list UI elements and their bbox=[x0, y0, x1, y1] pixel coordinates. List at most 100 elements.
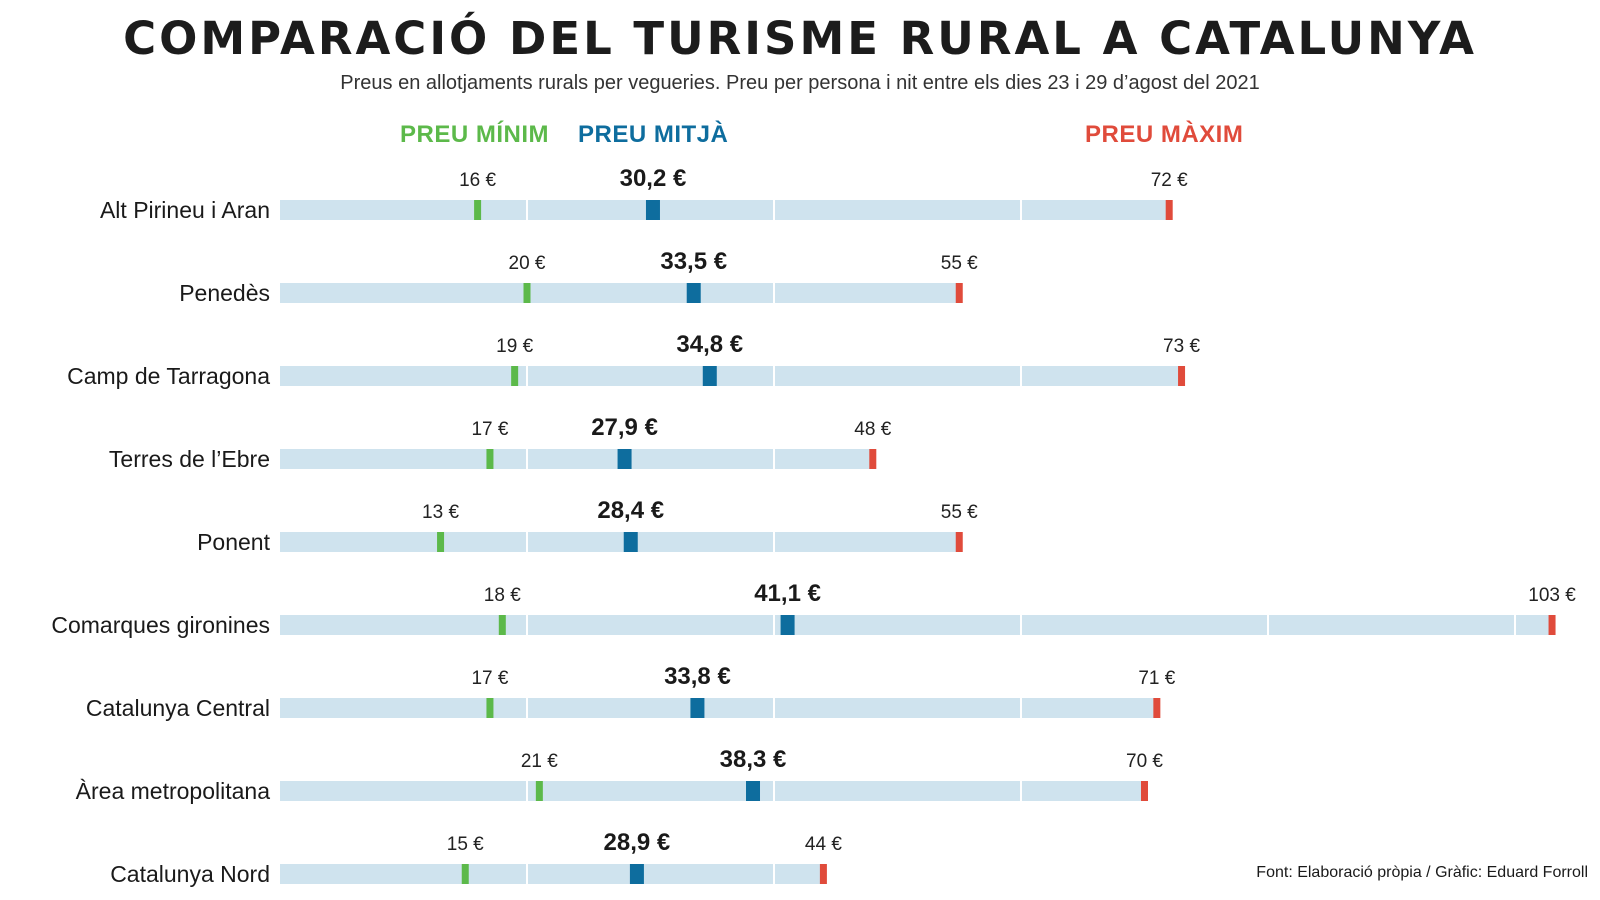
min-value-label: 17 € bbox=[471, 419, 508, 440]
range-track bbox=[280, 698, 1157, 718]
avg-marker bbox=[617, 449, 632, 469]
legend-max: PREU MÀXIM bbox=[1085, 121, 1244, 148]
max-value-label: 72 € bbox=[1151, 170, 1188, 191]
max-marker bbox=[869, 449, 877, 469]
gridline-divider bbox=[773, 864, 775, 884]
avg-marker bbox=[780, 615, 795, 635]
gridline-divider bbox=[526, 864, 528, 884]
gridline-divider bbox=[1020, 366, 1022, 386]
min-value-label: 20 € bbox=[509, 253, 546, 274]
avg-value-label: 28,4 € bbox=[597, 497, 664, 524]
min-marker bbox=[486, 698, 494, 718]
max-value-label: 44 € bbox=[805, 834, 842, 855]
min-marker bbox=[535, 781, 543, 801]
avg-value-label: 30,2 € bbox=[620, 165, 687, 192]
range-track bbox=[280, 366, 1182, 386]
max-value-label: 73 € bbox=[1163, 336, 1200, 357]
range-track bbox=[280, 200, 1170, 220]
gridline-divider bbox=[773, 283, 775, 303]
range-track bbox=[280, 283, 960, 303]
avg-value-label: 28,9 € bbox=[604, 829, 671, 856]
max-marker bbox=[1165, 200, 1173, 220]
range-track bbox=[280, 449, 873, 469]
avg-marker bbox=[645, 200, 660, 220]
legend-avg: PREU MITJÀ bbox=[578, 121, 729, 148]
gridline-divider bbox=[773, 366, 775, 386]
legend-min: PREU MÍNIM bbox=[400, 121, 549, 148]
min-value-label: 21 € bbox=[521, 751, 558, 772]
gridline-divider bbox=[526, 781, 528, 801]
max-marker bbox=[955, 283, 963, 303]
gridline-divider bbox=[1267, 615, 1269, 635]
min-value-label: 13 € bbox=[422, 502, 459, 523]
gridline-divider bbox=[526, 615, 528, 635]
avg-marker bbox=[686, 283, 701, 303]
max-marker bbox=[1178, 366, 1186, 386]
avg-value-label: 34,8 € bbox=[676, 331, 743, 358]
avg-marker bbox=[629, 864, 644, 884]
gridline-divider bbox=[773, 532, 775, 552]
max-marker bbox=[955, 532, 963, 552]
credits: Font: Elaboració pròpia / Gràfic: Eduard… bbox=[1256, 864, 1588, 881]
avg-value-label: 33,8 € bbox=[664, 663, 731, 690]
min-marker bbox=[437, 532, 445, 552]
gridline-divider bbox=[1020, 200, 1022, 220]
gridline-divider bbox=[773, 698, 775, 718]
max-marker bbox=[1141, 781, 1148, 801]
max-marker bbox=[819, 864, 827, 884]
category-label: Ponent bbox=[197, 529, 271, 555]
min-value-label: 15 € bbox=[447, 834, 484, 855]
gridline-divider bbox=[1514, 615, 1516, 635]
gridline-divider bbox=[773, 449, 775, 469]
min-value-label: 18 € bbox=[484, 585, 521, 606]
min-marker bbox=[498, 615, 506, 635]
min-value-label: 17 € bbox=[471, 668, 508, 689]
gridline-divider bbox=[773, 781, 775, 801]
avg-value-label: 33,5 € bbox=[660, 248, 727, 275]
chart-subtitle: Preus en allotjaments rurals per vegueri… bbox=[340, 72, 1260, 94]
gridline-divider bbox=[773, 200, 775, 220]
avg-value-label: 27,9 € bbox=[591, 414, 658, 441]
min-marker bbox=[523, 283, 531, 303]
gridline-divider bbox=[526, 532, 528, 552]
avg-marker bbox=[702, 366, 717, 386]
min-value-label: 19 € bbox=[496, 336, 533, 357]
max-value-label: 48 € bbox=[854, 419, 891, 440]
category-label: Catalunya Central bbox=[86, 695, 270, 721]
category-label: Àrea metropolitana bbox=[76, 778, 271, 804]
max-value-label: 70 € bbox=[1126, 751, 1163, 772]
gridline-divider bbox=[1020, 698, 1022, 718]
gridline-divider bbox=[526, 200, 528, 220]
range-track bbox=[280, 781, 1145, 801]
min-marker bbox=[486, 449, 494, 469]
max-value-label: 103 € bbox=[1528, 585, 1576, 606]
gridline-divider bbox=[526, 449, 528, 469]
range-track bbox=[280, 532, 960, 552]
gridline-divider bbox=[526, 366, 528, 386]
gridline-divider bbox=[1020, 781, 1022, 801]
max-value-label: 55 € bbox=[941, 253, 978, 274]
range-track bbox=[280, 864, 824, 884]
min-marker bbox=[511, 366, 519, 386]
category-label: Comarques gironines bbox=[51, 612, 270, 638]
category-label: Terres de l’Ebre bbox=[109, 446, 270, 472]
min-marker bbox=[474, 200, 482, 220]
range-track bbox=[280, 615, 1553, 635]
max-value-label: 55 € bbox=[941, 502, 978, 523]
max-marker bbox=[1548, 615, 1556, 635]
chart-title: COMPARACIÓ DEL TURISME RURAL A CATALUNYA bbox=[123, 12, 1477, 65]
category-label: Penedès bbox=[179, 280, 270, 306]
category-label: Camp de Tarragona bbox=[67, 363, 270, 389]
max-value-label: 71 € bbox=[1138, 668, 1175, 689]
category-label: Alt Pirineu i Aran bbox=[100, 197, 270, 223]
avg-marker bbox=[746, 781, 761, 801]
gridline-divider bbox=[526, 698, 528, 718]
avg-value-label: 38,3 € bbox=[720, 746, 787, 773]
min-value-label: 16 € bbox=[459, 170, 496, 191]
category-label: Catalunya Nord bbox=[110, 861, 270, 887]
avg-value-label: 41,1 € bbox=[754, 580, 821, 607]
avg-marker bbox=[690, 698, 705, 718]
min-marker bbox=[461, 864, 469, 884]
max-marker bbox=[1153, 698, 1161, 718]
